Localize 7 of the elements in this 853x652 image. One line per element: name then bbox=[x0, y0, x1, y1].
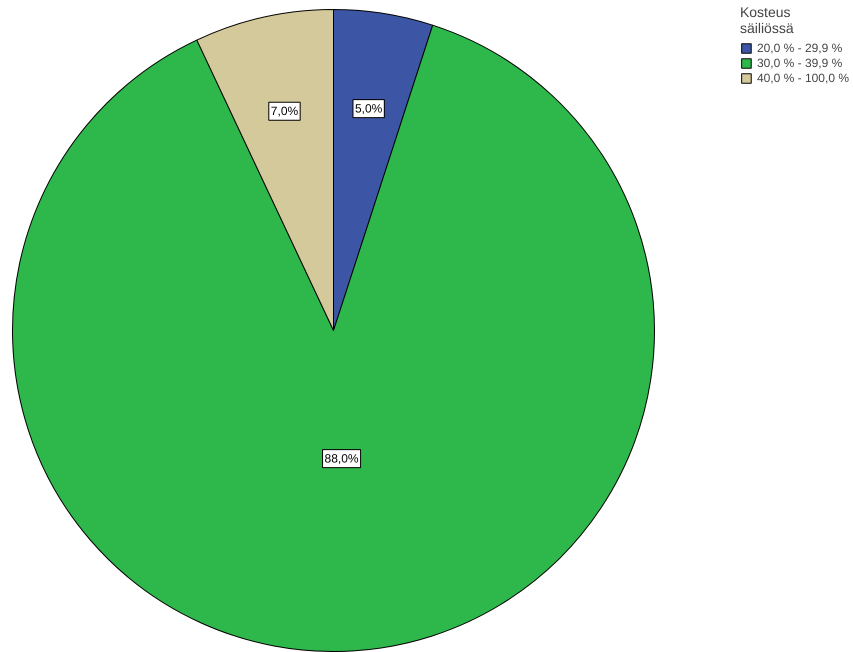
legend-title: Kosteus säiliössä bbox=[740, 4, 795, 36]
data-label: 7,0% bbox=[270, 104, 298, 118]
data-label: 88,0% bbox=[324, 452, 359, 466]
legend-label: 40,0 % - 100,0 % bbox=[756, 71, 849, 85]
legend-label: 30,0 % - 39,9 % bbox=[756, 56, 842, 70]
legend-label: 20,0 % - 29,9 % bbox=[756, 41, 842, 55]
data-label: 5,0% bbox=[354, 102, 383, 116]
